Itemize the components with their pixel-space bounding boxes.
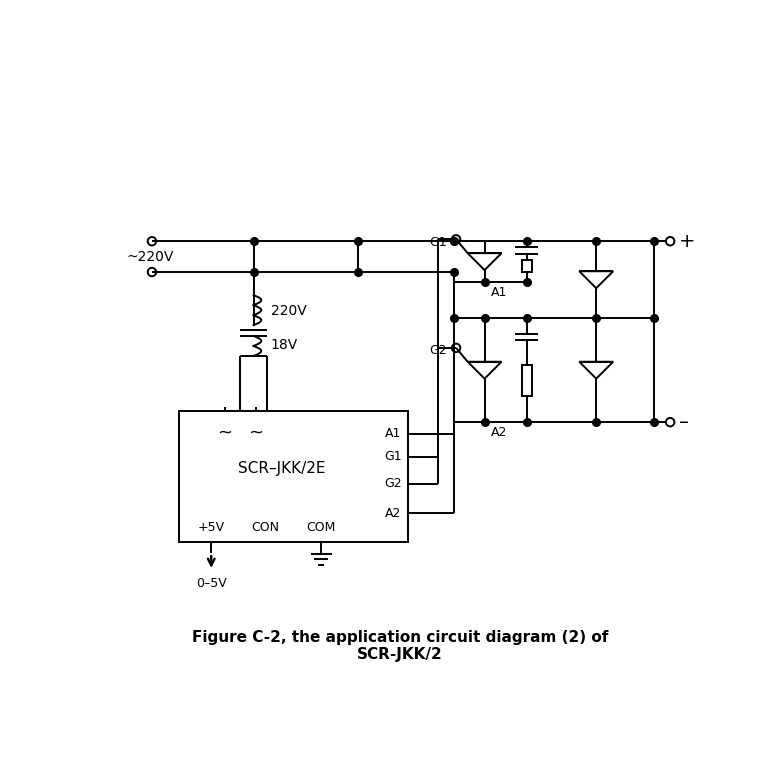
Text: ~: ~ — [218, 424, 233, 441]
Text: A2: A2 — [385, 506, 401, 520]
Text: 18V: 18V — [270, 339, 298, 352]
Text: CON: CON — [251, 521, 279, 534]
Text: Figure C-2, the application circuit diagram (2) of: Figure C-2, the application circuit diag… — [191, 630, 608, 645]
Text: SCR–JKK/2E: SCR–JKK/2E — [238, 461, 326, 476]
Text: 220V: 220V — [270, 304, 306, 317]
Bar — [179, 411, 408, 541]
Text: –: – — [679, 413, 689, 432]
Text: A1: A1 — [385, 427, 401, 440]
Bar — [522, 365, 533, 396]
Text: A1: A1 — [490, 286, 507, 299]
Text: COM: COM — [307, 521, 336, 534]
Text: G2: G2 — [430, 345, 447, 357]
Bar — [522, 260, 533, 272]
Text: +: + — [679, 231, 695, 250]
Text: SCR-JKK/2: SCR-JKK/2 — [357, 647, 443, 662]
Text: ~220V: ~220V — [127, 250, 174, 263]
Text: +5V: +5V — [198, 521, 225, 534]
Text: 0–5V: 0–5V — [196, 578, 226, 591]
Text: G1: G1 — [430, 236, 447, 249]
Text: G1: G1 — [383, 450, 401, 463]
Text: ~: ~ — [248, 424, 263, 441]
Text: A2: A2 — [490, 426, 507, 439]
Text: G2: G2 — [383, 477, 401, 490]
